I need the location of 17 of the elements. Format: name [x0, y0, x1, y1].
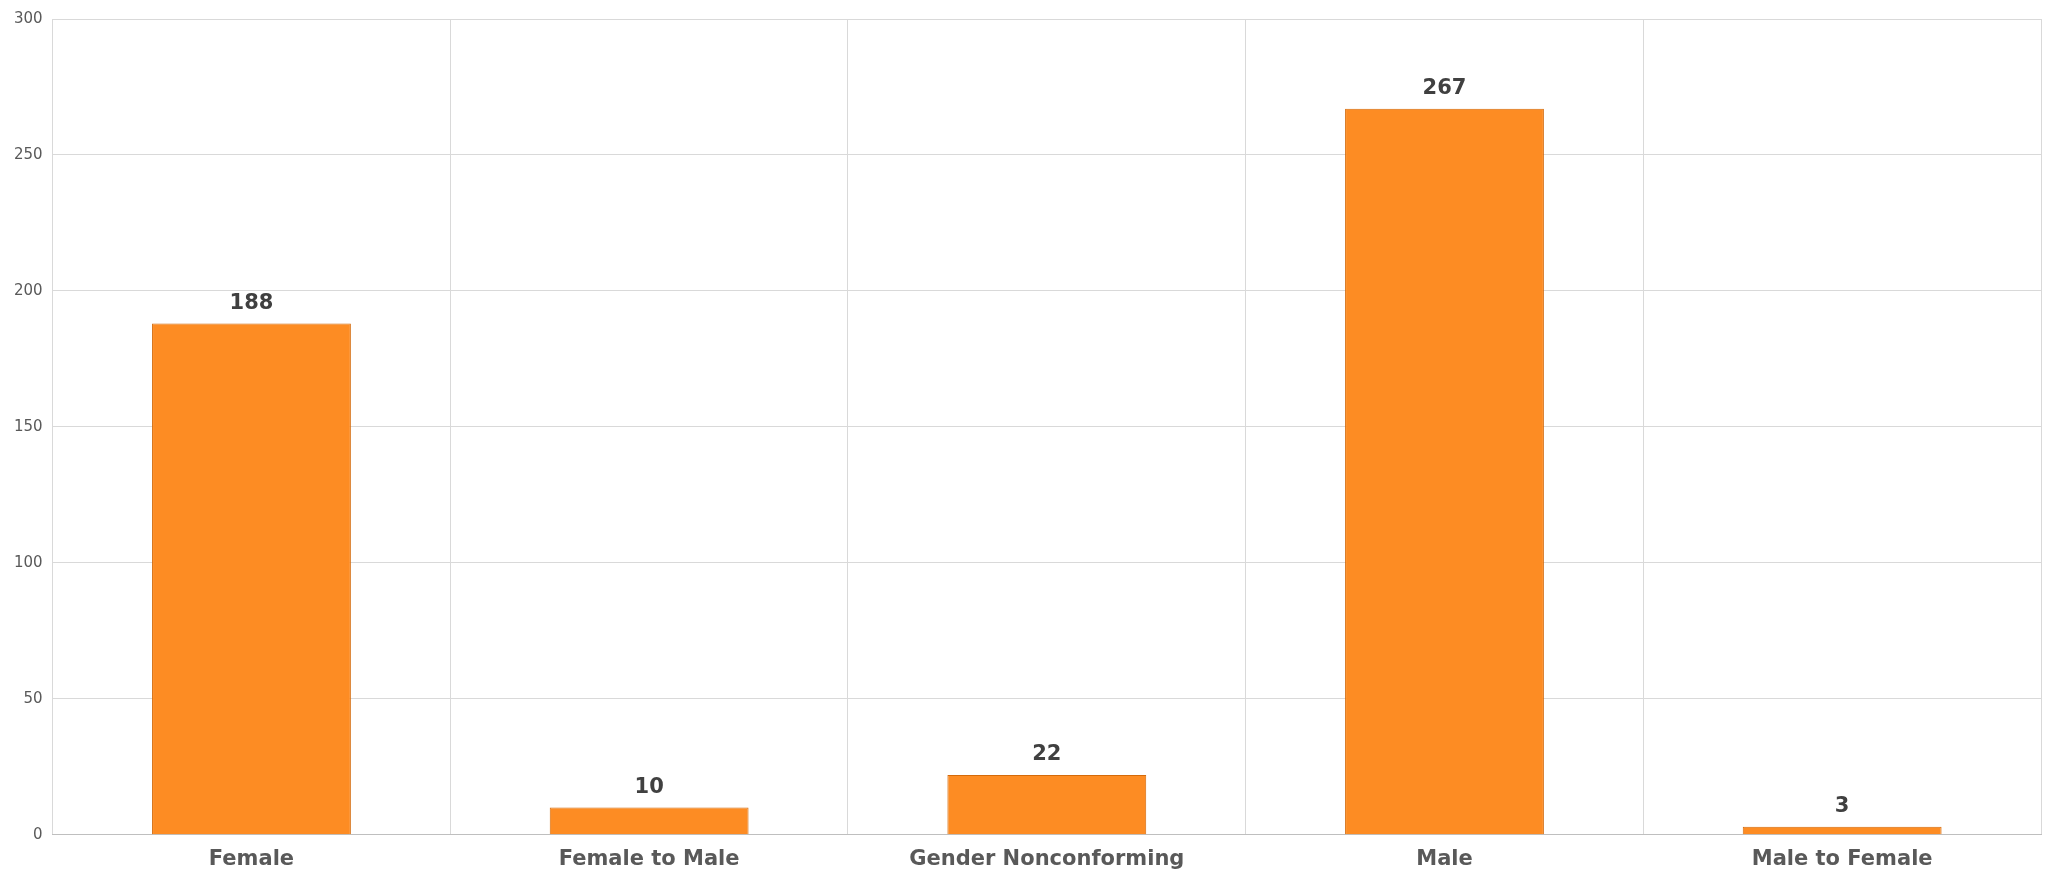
y-tick-label: 250	[13, 144, 43, 163]
y-tick-label: 200	[13, 280, 43, 299]
data-label: 10	[634, 773, 664, 798]
y-tick-label: 100	[13, 552, 43, 571]
y-tick-label: 300	[13, 8, 43, 27]
x-tick-label: Female	[208, 845, 295, 870]
y-tick-label: 150	[13, 416, 43, 435]
x-tick-label: Male to Female	[1751, 845, 1933, 870]
x-tick-label: Female to Male	[558, 845, 740, 870]
x-tick-label: Gender Nonconforming	[909, 845, 1185, 870]
y-tick-label: 0	[33, 824, 43, 843]
x-tick-label: Male	[1416, 845, 1473, 870]
data-label: 267	[1422, 74, 1467, 99]
data-label: 3	[1834, 792, 1850, 817]
data-label: 22	[1032, 740, 1062, 765]
data-label: 188	[229, 289, 274, 314]
y-tick-label: 50	[23, 688, 43, 707]
